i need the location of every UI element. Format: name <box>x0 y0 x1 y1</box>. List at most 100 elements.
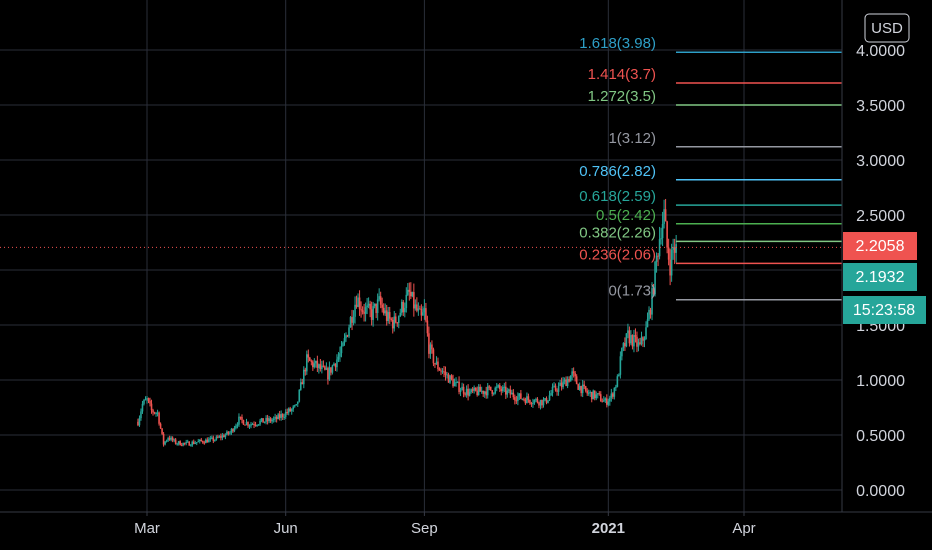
candle <box>571 368 573 381</box>
candle <box>417 302 420 316</box>
candle <box>143 398 145 406</box>
y-tick-label: 3.0000 <box>856 153 905 170</box>
candle <box>370 301 373 326</box>
candle <box>354 296 356 324</box>
fib-level[interactable]: 0.618(2.59) <box>579 188 842 206</box>
candle <box>480 386 483 394</box>
candle <box>382 303 385 316</box>
candle <box>491 389 494 397</box>
candle <box>521 398 524 401</box>
candle <box>269 416 272 424</box>
candle <box>500 386 503 396</box>
candle <box>342 341 344 347</box>
candle <box>615 384 617 391</box>
candle <box>575 374 578 385</box>
candle <box>318 363 320 374</box>
candle <box>548 390 551 402</box>
candle <box>634 328 637 343</box>
candle <box>286 408 289 415</box>
candle <box>339 346 341 362</box>
candle <box>529 399 531 405</box>
candle <box>396 322 399 327</box>
candle <box>470 388 472 394</box>
candle <box>346 334 349 338</box>
candle <box>578 382 581 391</box>
candle <box>526 392 528 404</box>
fib-level-label: 1.414(3.7) <box>588 66 656 83</box>
candle <box>556 388 558 396</box>
candle <box>149 397 151 407</box>
candle <box>201 440 204 444</box>
candle <box>494 386 497 395</box>
fib-level-label: 0(1.73) <box>608 283 656 300</box>
fib-level[interactable]: 0.382(2.26) <box>579 224 842 243</box>
candle <box>227 431 230 436</box>
candle <box>550 389 552 396</box>
candle <box>384 303 386 316</box>
candle <box>242 419 245 425</box>
candle <box>302 366 305 389</box>
candle <box>640 331 643 346</box>
candle <box>312 360 314 371</box>
last-price-tag-text: 2.2058 <box>856 238 905 255</box>
candle <box>304 367 307 376</box>
fibonacci-retracement[interactable]: 1.618(3.98) 1.414(3.7) 1.272(3.5) 1(3.12) 0.… <box>579 35 842 301</box>
candle <box>168 435 171 441</box>
y-tick-label: 4.0000 <box>856 43 905 60</box>
time-axis[interactable]: Mar Jun Sep 2021 Apr <box>134 512 756 537</box>
candle <box>606 394 608 408</box>
candle <box>156 409 159 417</box>
fib-level[interactable]: 1(3.12) <box>608 130 842 148</box>
fib-level[interactable]: 1.618(3.98) <box>579 35 842 53</box>
currency-button-label: USD <box>871 20 903 37</box>
candle <box>485 386 488 399</box>
candle <box>566 376 569 389</box>
fib-level-label: 1.618(3.98) <box>579 35 656 52</box>
candle <box>459 387 462 397</box>
candle <box>441 368 444 374</box>
countdown-tag: 15:23:58 <box>843 296 926 324</box>
candle <box>476 386 478 397</box>
candle <box>287 407 290 416</box>
candle <box>489 386 492 391</box>
fib-level[interactable]: 1.272(3.5) <box>588 88 842 106</box>
candle <box>604 397 607 404</box>
candle <box>400 299 403 316</box>
candle <box>376 293 379 321</box>
candle <box>381 297 383 313</box>
candle <box>251 422 254 426</box>
candle <box>403 302 406 318</box>
grid <box>0 0 842 512</box>
fib-level[interactable]: 0.5(2.42) <box>596 207 842 225</box>
candle <box>402 300 405 317</box>
candle <box>432 347 435 367</box>
candle <box>589 390 592 397</box>
currency-button[interactable]: USD <box>864 13 910 43</box>
candle <box>257 424 260 426</box>
candle <box>411 291 414 298</box>
fib-level[interactable]: 0(1.73) <box>608 283 842 301</box>
candle <box>672 238 674 260</box>
candle <box>557 382 560 396</box>
candle <box>473 385 475 394</box>
candle <box>655 252 658 273</box>
candle <box>198 439 201 444</box>
candle <box>506 387 509 398</box>
candle <box>306 350 308 375</box>
candle <box>562 376 564 390</box>
candle <box>536 397 539 404</box>
fib-level[interactable]: 1.414(3.7) <box>588 66 842 84</box>
candle <box>646 312 649 328</box>
fib-level[interactable]: 0.786(2.82) <box>579 163 842 181</box>
candle <box>486 382 489 399</box>
candle <box>621 347 623 361</box>
fib-level[interactable]: 0.236(2.06) <box>579 246 842 265</box>
candle <box>177 440 180 446</box>
candle <box>390 317 393 322</box>
candle <box>185 439 187 446</box>
candle <box>613 387 616 400</box>
candle <box>565 376 567 387</box>
candle <box>673 238 676 265</box>
candle <box>599 391 602 402</box>
